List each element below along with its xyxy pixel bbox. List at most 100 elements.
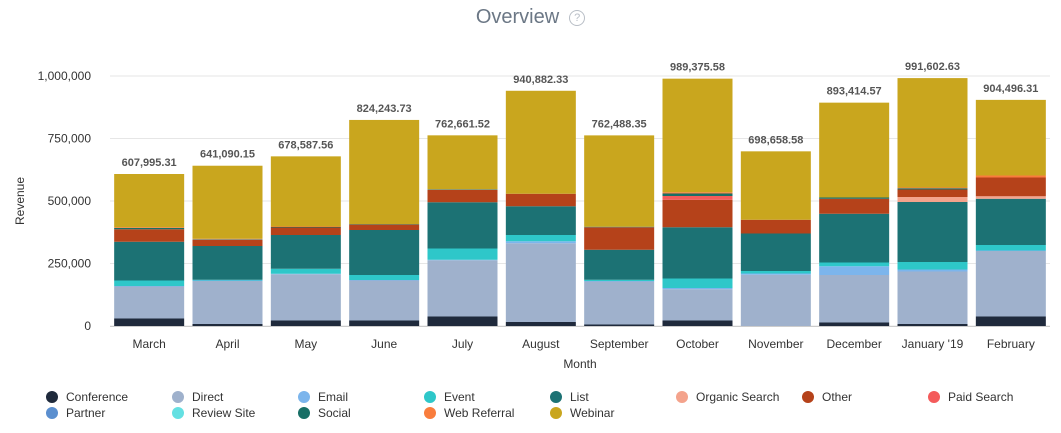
bar-segment[interactable] bbox=[349, 275, 420, 280]
legend-item[interactable]: Paid Search bbox=[928, 390, 1013, 404]
bar-segment[interactable] bbox=[975, 175, 1046, 178]
bar-segment[interactable] bbox=[427, 260, 498, 317]
bar-segment[interactable] bbox=[349, 224, 420, 226]
bar-segment[interactable] bbox=[192, 239, 263, 246]
bar-segment[interactable] bbox=[270, 156, 341, 227]
bar-segment[interactable] bbox=[349, 230, 420, 275]
bar-segment[interactable] bbox=[114, 227, 185, 228]
legend-item[interactable]: Web Referral bbox=[424, 406, 514, 420]
bar-segment[interactable] bbox=[662, 278, 733, 289]
bar-segment[interactable] bbox=[662, 288, 733, 290]
bar-segment[interactable] bbox=[897, 197, 968, 202]
bar-segment[interactable] bbox=[349, 280, 420, 321]
bar-segment[interactable] bbox=[662, 289, 733, 321]
bar-segment[interactable] bbox=[114, 228, 185, 230]
bar-segment[interactable] bbox=[349, 320, 420, 327]
bar-segment[interactable] bbox=[192, 279, 263, 281]
legend-item[interactable]: List bbox=[550, 390, 589, 404]
bar-segment[interactable] bbox=[584, 226, 655, 228]
bar-segment[interactable] bbox=[897, 187, 968, 189]
bar-segment[interactable] bbox=[740, 219, 811, 234]
bar-segment[interactable] bbox=[819, 275, 890, 323]
bar-segment[interactable] bbox=[819, 262, 890, 267]
bar-segment[interactable] bbox=[114, 286, 185, 319]
bar-segment[interactable] bbox=[819, 213, 890, 263]
bar-segment[interactable] bbox=[662, 192, 733, 194]
bar-segment[interactable] bbox=[584, 324, 655, 327]
legend-item[interactable]: Direct bbox=[172, 390, 223, 404]
bar-segment[interactable] bbox=[740, 233, 811, 272]
bar-segment[interactable] bbox=[270, 226, 341, 228]
bar-segment[interactable] bbox=[819, 198, 890, 214]
bar-segment[interactable] bbox=[270, 227, 341, 236]
bar-segment[interactable] bbox=[114, 229, 185, 242]
legend-item[interactable]: Other bbox=[802, 390, 852, 404]
bar-segment[interactable] bbox=[740, 274, 811, 326]
bar-segment[interactable] bbox=[270, 227, 341, 228]
bar-segment[interactable] bbox=[662, 227, 733, 279]
bar-segment[interactable] bbox=[897, 271, 968, 325]
bar-segment[interactable] bbox=[114, 174, 185, 228]
bar-segment[interactable] bbox=[819, 322, 890, 327]
bar-segment[interactable] bbox=[897, 189, 968, 198]
bar-segment[interactable] bbox=[975, 251, 1046, 317]
bar-segment[interactable] bbox=[505, 235, 576, 242]
bar-segment[interactable] bbox=[505, 206, 576, 235]
bar-segment[interactable] bbox=[740, 273, 811, 275]
bar-segment[interactable] bbox=[192, 239, 263, 240]
bar-segment[interactable] bbox=[192, 324, 263, 326]
bar-segment[interactable] bbox=[270, 320, 341, 327]
bar-segment[interactable] bbox=[349, 280, 420, 281]
bar-segment[interactable] bbox=[270, 273, 341, 275]
bar-segment[interactable] bbox=[662, 193, 733, 197]
bar-segment[interactable] bbox=[662, 320, 733, 327]
bar-segment[interactable] bbox=[584, 227, 655, 250]
bar-segment[interactable] bbox=[584, 135, 655, 227]
bar-segment[interactable] bbox=[505, 322, 576, 326]
bar-segment[interactable] bbox=[662, 78, 733, 193]
help-circle-icon[interactable]: ? bbox=[569, 9, 586, 26]
bar-segment[interactable] bbox=[349, 119, 420, 224]
bar-segment[interactable] bbox=[662, 199, 733, 228]
bar-segment[interactable] bbox=[427, 202, 498, 249]
bar-segment[interactable] bbox=[819, 266, 890, 275]
legend-item[interactable]: Conference bbox=[46, 390, 128, 404]
bar-segment[interactable] bbox=[114, 318, 185, 327]
bar-segment[interactable] bbox=[975, 250, 1046, 252]
bar-segment[interactable] bbox=[897, 78, 968, 188]
bar-segment[interactable] bbox=[427, 135, 498, 190]
bar-segment[interactable] bbox=[975, 316, 1046, 327]
legend-item[interactable]: Organic Search bbox=[676, 390, 779, 404]
bar-segment[interactable] bbox=[975, 177, 1046, 197]
bar-segment[interactable] bbox=[192, 246, 263, 280]
bar-segment[interactable] bbox=[975, 245, 1046, 251]
bar-segment[interactable] bbox=[427, 316, 498, 327]
bar-segment[interactable] bbox=[975, 99, 1046, 176]
bar-segment[interactable] bbox=[897, 324, 968, 326]
bar-segment[interactable] bbox=[505, 241, 576, 244]
bar-segment[interactable] bbox=[584, 279, 655, 281]
bar-segment[interactable] bbox=[270, 268, 341, 274]
bar-segment[interactable] bbox=[584, 281, 655, 325]
bar-segment[interactable] bbox=[192, 165, 263, 239]
legend-item[interactable]: Email bbox=[298, 390, 348, 404]
bar-segment[interactable] bbox=[427, 189, 498, 203]
bar-segment[interactable] bbox=[349, 224, 420, 225]
bar-segment[interactable] bbox=[427, 259, 498, 261]
bar-segment[interactable] bbox=[270, 274, 341, 321]
bar-segment[interactable] bbox=[740, 271, 811, 274]
bar-segment[interactable] bbox=[270, 235, 341, 269]
bar-segment[interactable] bbox=[192, 238, 263, 240]
legend-item[interactable]: Webinar bbox=[550, 406, 614, 420]
bar-segment[interactable] bbox=[192, 281, 263, 324]
legend-item[interactable]: Review Site bbox=[172, 406, 255, 420]
bar-segment[interactable] bbox=[897, 188, 968, 190]
bar-segment[interactable] bbox=[662, 196, 733, 200]
bar-segment[interactable] bbox=[975, 196, 1046, 199]
bar-segment[interactable] bbox=[975, 198, 1046, 245]
bar-segment[interactable] bbox=[505, 90, 576, 194]
bar-segment[interactable] bbox=[740, 151, 811, 220]
bar-segment[interactable] bbox=[192, 280, 263, 282]
bar-segment[interactable] bbox=[819, 197, 890, 199]
legend-item[interactable]: Event bbox=[424, 390, 475, 404]
